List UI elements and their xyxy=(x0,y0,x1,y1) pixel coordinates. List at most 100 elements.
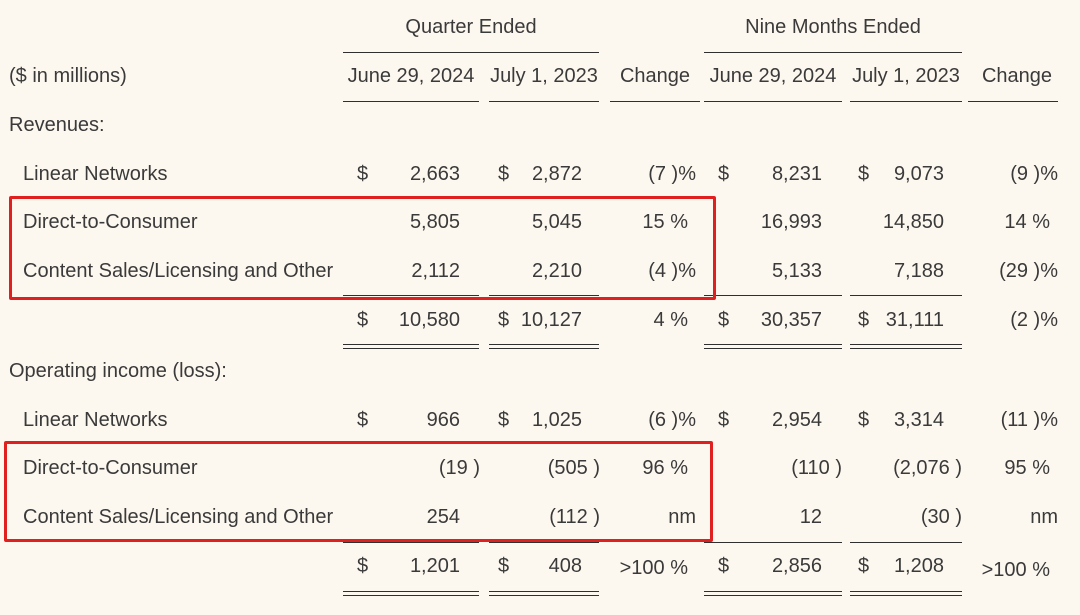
row-label: Linear Networks xyxy=(23,409,168,431)
cell-n-2024: 5,133 xyxy=(771,260,822,282)
cell-q-2023: (112 ) xyxy=(549,506,600,528)
unit-label: ($ in millions) xyxy=(9,65,127,87)
col-header-n-change: Change xyxy=(981,65,1053,87)
cell-n-2023: (30 ) xyxy=(920,506,962,528)
cell-q-2023: (505 ) xyxy=(547,457,600,479)
currency-symbol: $ xyxy=(718,309,730,331)
cell-q-change: 4 % xyxy=(653,309,688,331)
subtotal-rule xyxy=(704,295,842,296)
cell-n-2023: 31,111 xyxy=(885,309,944,331)
total-double-rule xyxy=(489,591,599,596)
cell-n-2023: 1,208 xyxy=(893,555,944,577)
currency-symbol: $ xyxy=(718,409,730,431)
cell-n-2023: 14,850 xyxy=(882,211,944,233)
currency-symbol: $ xyxy=(718,163,730,185)
quarter-ended-header: Quarter Ended xyxy=(405,16,537,38)
cell-q-2023: 408 xyxy=(548,555,582,577)
subtotal-rule xyxy=(489,295,599,296)
operating-highlight-box xyxy=(4,441,713,542)
col-rule-6 xyxy=(968,101,1058,102)
cell-n-2024: 2,856 xyxy=(771,555,822,577)
subtotal-rule xyxy=(850,295,962,296)
cell-n-change: 95 % xyxy=(1004,457,1050,479)
row-label: Linear Networks xyxy=(23,163,168,185)
row-label: Content Sales/Licensing and Other xyxy=(23,506,334,528)
cell-q-2024: 254 xyxy=(426,506,460,528)
total-double-rule xyxy=(704,591,842,596)
total-double-rule xyxy=(850,344,962,349)
col-header-q-2024: June 29, 2024 xyxy=(347,65,475,87)
cell-q-2023: 1,025 xyxy=(531,409,582,431)
cell-q-2023: 2,210 xyxy=(531,260,582,282)
col-rule-1 xyxy=(343,101,479,102)
currency-symbol: $ xyxy=(357,163,369,185)
col-rule-3 xyxy=(610,101,700,102)
cell-n-change: (2 )% xyxy=(1010,309,1058,331)
currency-symbol: $ xyxy=(357,409,369,431)
currency-symbol: $ xyxy=(858,163,870,185)
cell-q-2024: 2,663 xyxy=(409,163,460,185)
cell-n-change: (9 )% xyxy=(1010,163,1058,185)
col-rule-4 xyxy=(704,101,842,102)
subtotal-rule xyxy=(850,542,962,543)
col-header-q-change: Change xyxy=(619,65,691,87)
cell-n-2024: 8,231 xyxy=(771,163,822,185)
total-double-rule xyxy=(850,591,962,596)
cell-n-2024: (110 ) xyxy=(791,457,842,479)
cell-q-2024: 2,112 xyxy=(411,260,460,282)
cell-n-change: (11 )% xyxy=(1000,409,1058,431)
cell-q-change: (7 )% xyxy=(648,163,696,185)
cell-q-2023: 10,127 xyxy=(520,309,582,331)
currency-symbol: $ xyxy=(357,309,369,331)
currency-symbol: $ xyxy=(498,163,510,185)
currency-symbol: $ xyxy=(858,555,870,577)
cell-q-2024: 10,580 xyxy=(398,309,460,331)
total-double-rule xyxy=(704,344,842,349)
row-label: Direct-to-Consumer xyxy=(23,457,198,479)
col-rule-2 xyxy=(489,101,599,102)
cell-q-change: 96 % xyxy=(642,457,688,479)
cell-n-2024: 16,993 xyxy=(760,211,822,233)
revenues-section-title: Revenues: xyxy=(9,114,105,136)
cell-q-2024: (19 ) xyxy=(438,457,480,479)
cell-q-2023: 5,045 xyxy=(531,211,582,233)
cell-n-change: nm xyxy=(1030,506,1058,528)
revenue-highlight-box xyxy=(9,196,716,300)
cell-q-change: 15 % xyxy=(642,211,688,233)
col-header-q-2023: July 1, 2023 xyxy=(490,65,598,87)
cell-q-2024: 966 xyxy=(426,409,460,431)
cell-n-2023: 9,073 xyxy=(893,163,944,185)
currency-symbol: $ xyxy=(498,309,510,331)
cell-n-2024: 2,954 xyxy=(771,409,822,431)
cell-n-change: 14 % xyxy=(1004,211,1050,233)
col-header-n-2024: June 29, 2024 xyxy=(709,65,837,87)
col-header-n-2023: July 1, 2023 xyxy=(852,65,960,87)
currency-symbol: $ xyxy=(858,409,870,431)
row-label: Content Sales/Licensing and Other xyxy=(23,260,334,282)
cell-n-2023: (2,076 ) xyxy=(893,457,962,479)
subtotal-rule xyxy=(489,542,599,543)
cell-n-2023: 7,188 xyxy=(893,260,944,282)
cell-n-change: >100 % xyxy=(981,559,1050,581)
currency-symbol: $ xyxy=(858,309,870,331)
cell-n-2023: 3,314 xyxy=(893,409,944,431)
total-double-rule xyxy=(343,344,479,349)
total-double-rule xyxy=(343,591,479,596)
currency-symbol: $ xyxy=(498,409,510,431)
cell-n-change: (29 )% xyxy=(999,260,1058,282)
currency-symbol: $ xyxy=(718,555,730,577)
cell-q-change: >100 % xyxy=(619,557,688,579)
row-label: Direct-to-Consumer xyxy=(23,211,198,233)
nine-months-header-rule xyxy=(704,52,962,53)
currency-symbol: $ xyxy=(357,555,369,577)
nine-months-ended-header: Nine Months Ended xyxy=(745,16,921,38)
subtotal-rule xyxy=(343,542,479,543)
cell-n-2024: 12 xyxy=(799,506,822,528)
cell-q-2024: 1,201 xyxy=(409,555,460,577)
quarter-header-rule xyxy=(343,52,599,53)
col-rule-5 xyxy=(850,101,962,102)
cell-q-change: nm xyxy=(668,506,696,528)
subtotal-rule xyxy=(704,542,842,543)
currency-symbol: $ xyxy=(498,555,510,577)
subtotal-rule xyxy=(343,295,479,296)
